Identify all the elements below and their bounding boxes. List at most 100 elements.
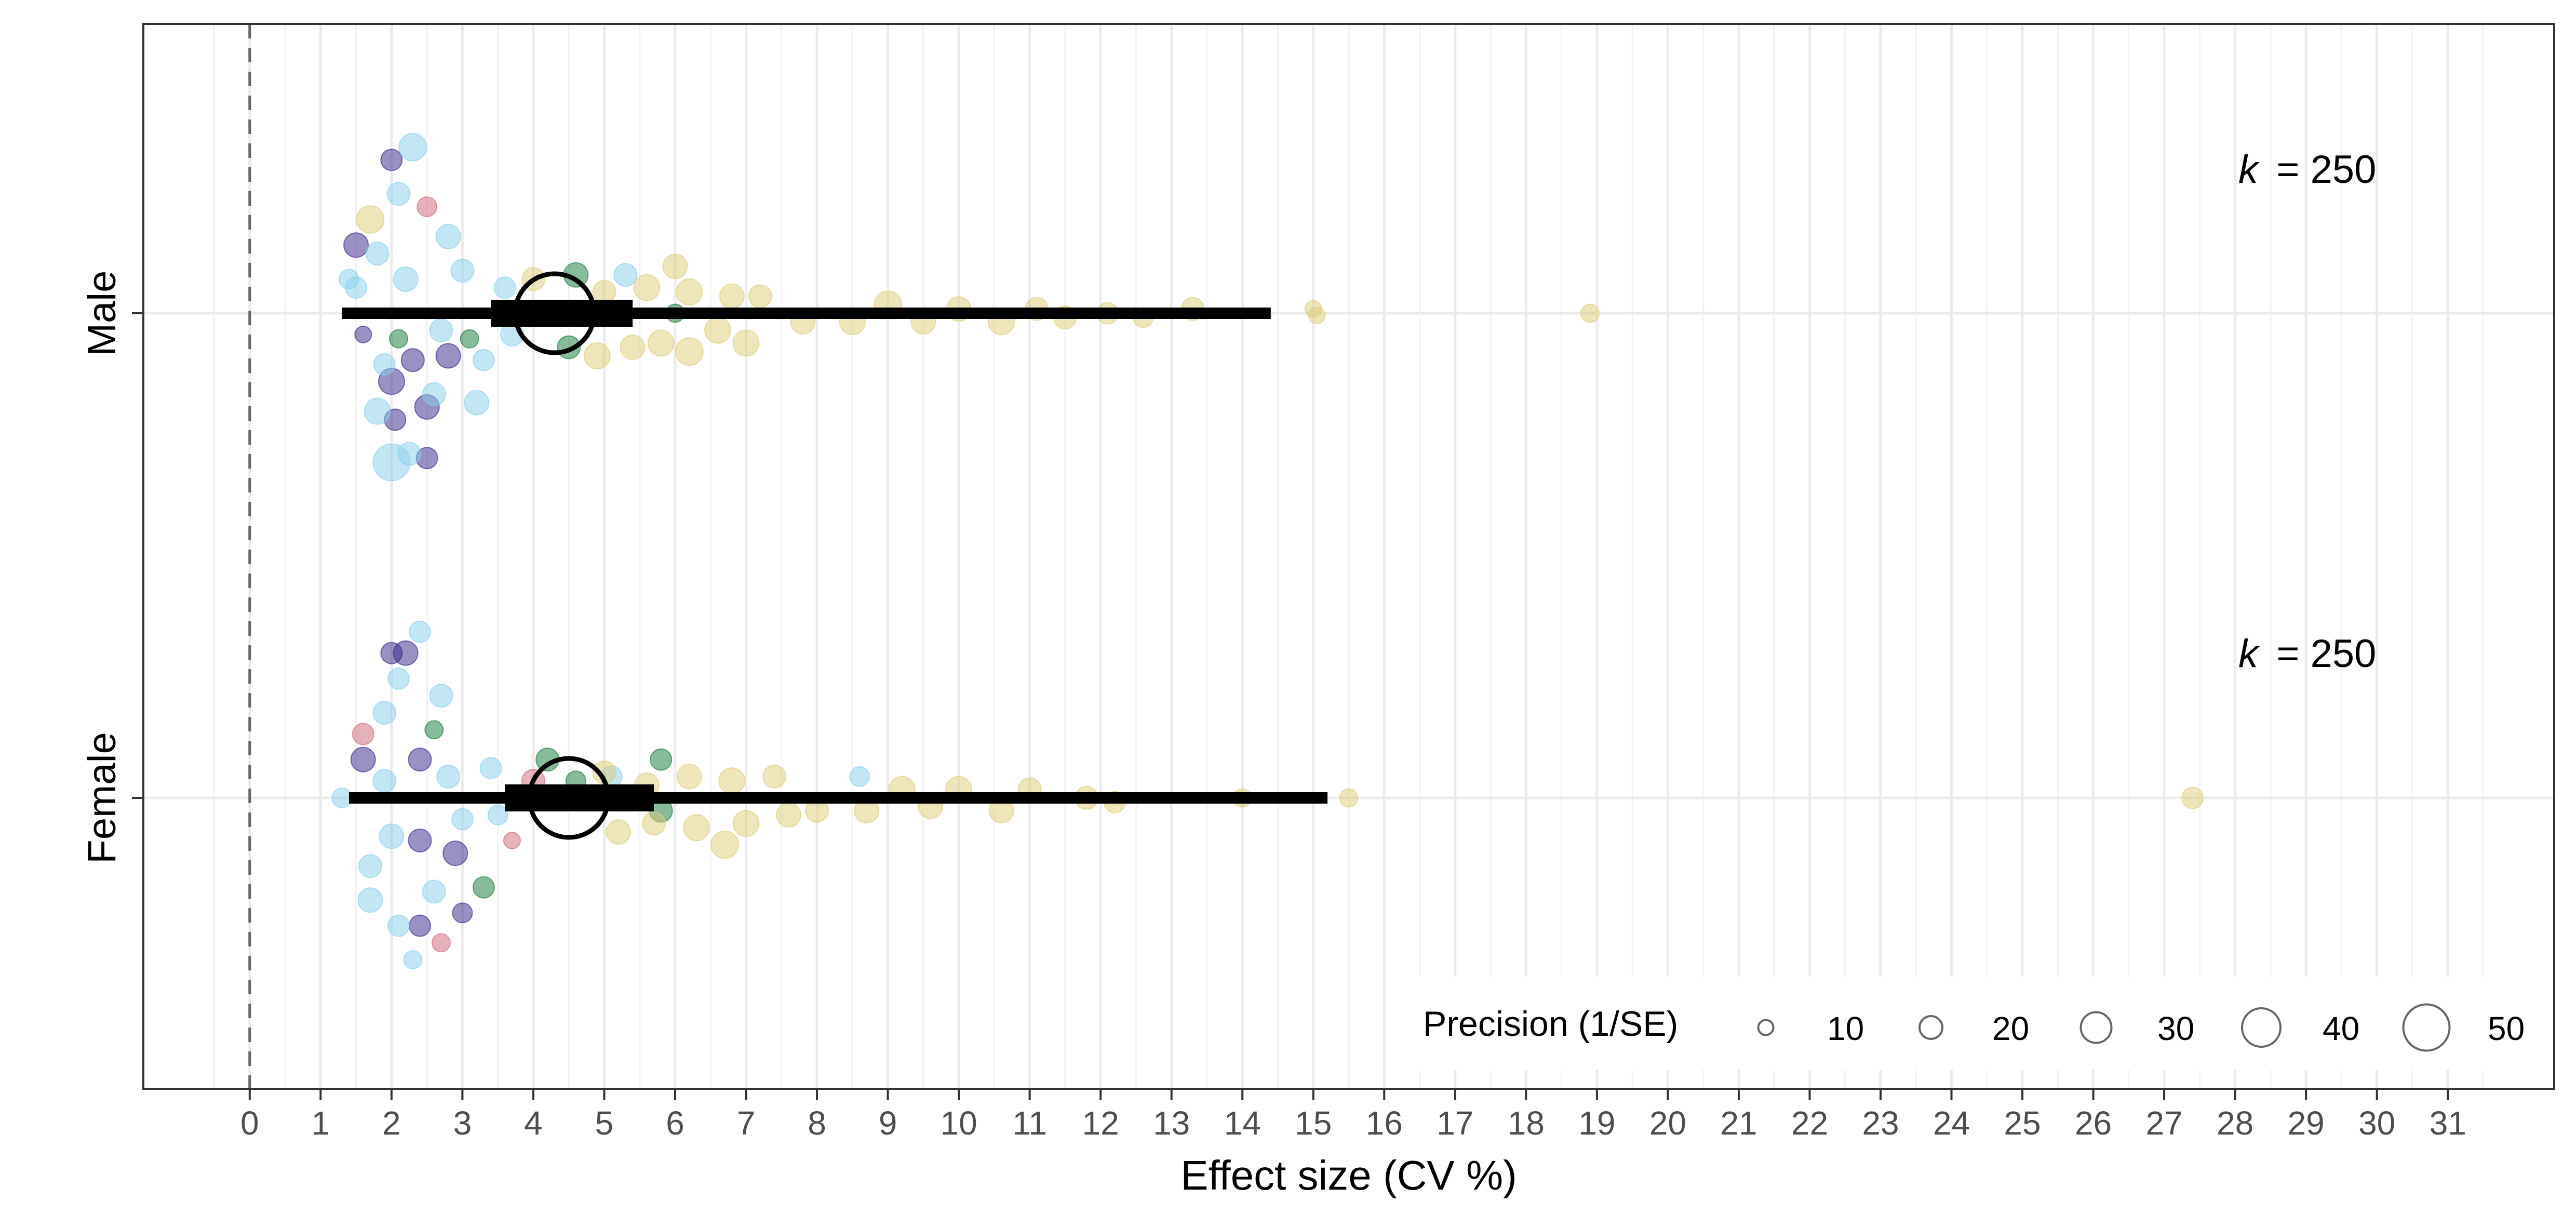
effect-size-point [676,278,703,305]
k-symbol-male: k [2238,148,2260,192]
effect-size-point [748,284,772,309]
effect-size-point [417,196,438,217]
effect-size-point [356,205,385,234]
effect-size-point [389,329,409,349]
x-tick-label: 22 [1791,1104,1828,1142]
effect-size-point [662,254,688,279]
effect-size-point [719,283,745,309]
x-tick-label: 20 [1649,1104,1686,1142]
effect-size-point [424,720,444,740]
overall-estimate [513,271,597,355]
effect-size-point [2181,786,2204,809]
effect-size-point [358,854,382,878]
effect-size-point [633,274,661,301]
legend-title: Precision (1/SE) [1423,1004,1678,1044]
effect-size-point [372,769,397,793]
k-label-male: k = 250 [2238,148,2376,192]
effect-size-point [408,748,432,772]
effect-size-point [331,788,353,808]
effect-size-point [647,329,675,357]
x-tick-label: 18 [1508,1104,1545,1142]
effect-size-point [503,832,521,849]
effect-size-point [718,767,746,795]
effect-size-point [364,397,391,425]
effect-size-point [397,442,421,466]
effect-size-point [343,232,369,258]
effect-size-point [650,748,673,771]
effect-size-point [373,353,396,376]
effect-size-point [387,914,410,937]
effect-size-point [422,879,446,904]
legend-size-label: 40 [2323,1010,2359,1047]
grid [143,24,2554,1089]
k-value-male: = 250 [2276,148,2376,192]
effect-size-point [400,348,425,372]
effect-size-point [1580,303,1600,323]
effect-size-point [338,269,359,290]
effect-size-point [732,329,760,357]
legend-size-key [2402,1003,2451,1052]
effect-size-point [372,701,397,725]
legend-size-label: 20 [1992,1010,2029,1047]
x-tick-label: 23 [1862,1104,1899,1142]
x-tick-label: 13 [1153,1104,1190,1142]
x-tick-label: 17 [1437,1104,1473,1142]
effect-size-point [1308,306,1326,325]
effect-size-point [450,259,475,283]
effect-size-point [676,764,702,790]
x-tick-label: 29 [2288,1104,2325,1142]
legend-size-key [1918,1015,1943,1040]
effect-size-point [620,335,646,361]
effect-size-point [387,667,410,690]
effect-size-point [408,914,431,937]
effect-size-point [479,757,502,780]
effect-size-point [422,382,446,406]
x-tick-label: 9 [879,1104,897,1142]
x-tick-label: 2 [382,1104,401,1142]
effect-size-point [472,349,495,371]
k-labels: k = 250 k = 250 [2238,148,2376,676]
effect-size-point [487,804,508,825]
effect-size-point [429,318,453,342]
x-tick-label: 6 [666,1104,685,1142]
effect-size-point [775,802,801,828]
legend-size-key [1757,1019,1775,1036]
effect-size-point [350,746,376,772]
y-tick-label-male: Male [80,271,124,356]
x-tick-label: 12 [1082,1104,1119,1142]
effect-size-point [1339,788,1359,808]
effect-size-point [682,814,710,842]
x-tick-label: 4 [524,1104,543,1142]
panel-border [142,23,2555,1090]
effect-size-point [379,823,405,849]
effect-size-point [642,811,666,836]
x-tick-label: 16 [1366,1104,1403,1142]
effect-size-point [386,182,411,206]
x-tick-label: 28 [2217,1104,2253,1142]
k-label-female: k = 250 [2238,632,2376,676]
precision-legend: Precision (1/SE) 10 20 30 40 50 [1402,977,2566,1070]
effect-size-point [365,242,390,266]
legend-size-label: 30 [2157,1010,2194,1047]
effect-size-point [464,390,490,416]
legend-size-label: 10 [1827,1010,1864,1047]
effect-size-point [393,266,419,292]
effect-size-point [429,684,453,708]
effect-size-point [435,343,461,369]
effect-size-point [357,887,383,913]
effect-size-point [408,620,431,643]
legend-background [1402,977,2566,1070]
effect-size-point [436,765,461,789]
x-tick-label: 0 [240,1104,259,1142]
summary-estimates [342,271,1328,840]
x-tick-label: 1 [312,1104,330,1142]
legend-size-key [2079,1011,2113,1044]
overall-estimate [527,756,611,840]
x-tick-label: 26 [2075,1104,2112,1142]
effect-size-point [380,149,403,171]
effect-size-point [762,765,787,789]
x-tick-label: 5 [595,1104,614,1142]
effect-size-point [442,841,468,866]
